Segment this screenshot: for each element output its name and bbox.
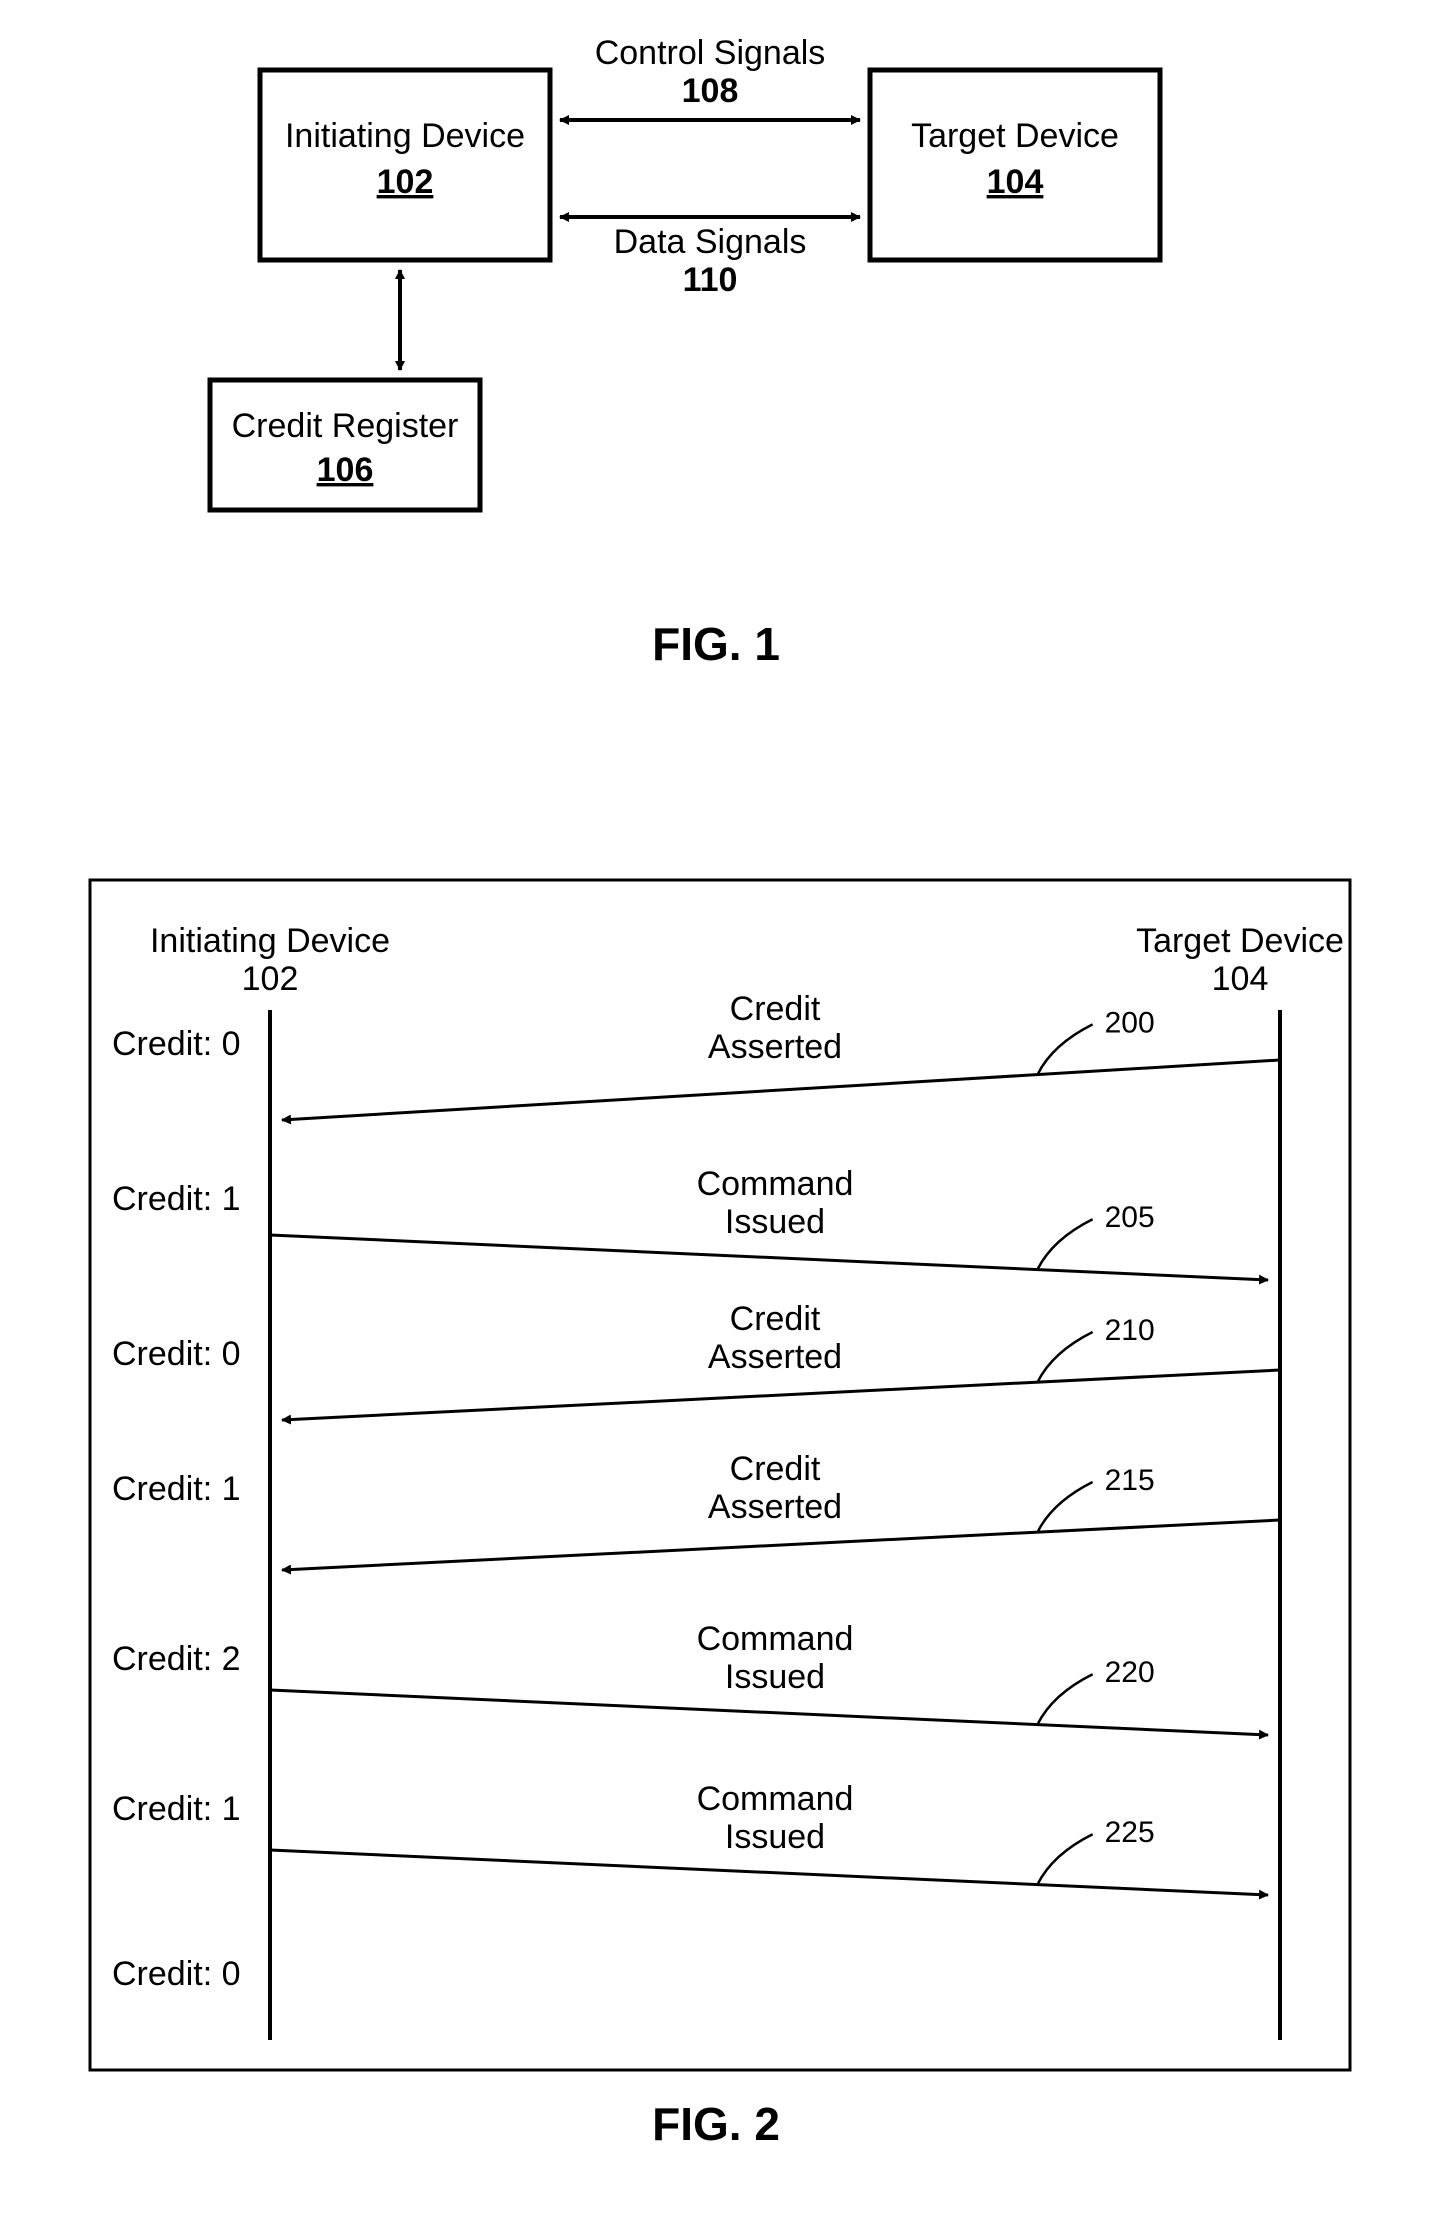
svg-text:Credit: Credit bbox=[730, 1450, 821, 1488]
credit-label-5: Credit: 1 bbox=[112, 1790, 241, 1828]
fig1-title: FIG. 1 bbox=[652, 618, 780, 670]
msg-arrow-5 bbox=[270, 1850, 1268, 1895]
svg-text:104: 104 bbox=[1212, 960, 1269, 998]
svg-text:Credit: Credit bbox=[730, 990, 821, 1028]
svg-text:108: 108 bbox=[682, 72, 739, 110]
fig2-title: FIG. 2 bbox=[652, 2098, 780, 2150]
target-device-num: 104 bbox=[987, 163, 1044, 201]
svg-text:Data Signals: Data Signals bbox=[614, 223, 807, 261]
ref-hook-4 bbox=[1038, 1674, 1093, 1724]
credit-label-2: Credit: 0 bbox=[112, 1335, 241, 1373]
svg-text:Credit: Credit bbox=[730, 1300, 821, 1338]
ref-num-5: 225 bbox=[1105, 1816, 1155, 1849]
ref-hook-1 bbox=[1038, 1219, 1093, 1269]
svg-text:110: 110 bbox=[683, 261, 738, 299]
fig2: Initiating Device102 Target Device104 Cred… bbox=[90, 880, 1350, 2150]
ref-num-1: 205 bbox=[1105, 1201, 1155, 1234]
svg-text:Command: Command bbox=[697, 1165, 854, 1203]
initiating-device-num: 102 bbox=[377, 163, 434, 201]
credit-register-box bbox=[210, 380, 480, 510]
svg-text:Issued: Issued bbox=[725, 1203, 825, 1241]
credit-label-3: Credit: 1 bbox=[112, 1470, 241, 1508]
ref-num-2: 210 bbox=[1105, 1314, 1155, 1347]
svg-text:Target Device: Target Device bbox=[1136, 922, 1344, 960]
credit-label-4: Credit: 2 bbox=[112, 1640, 241, 1678]
credit-label-1: Credit: 1 bbox=[112, 1180, 241, 1218]
svg-text:Issued: Issued bbox=[725, 1818, 825, 1856]
svg-text:Asserted: Asserted bbox=[708, 1338, 842, 1376]
svg-text:Issued: Issued bbox=[725, 1658, 825, 1696]
target-device-label: Target Device bbox=[911, 117, 1119, 155]
msg-arrow-0 bbox=[282, 1060, 1280, 1120]
msg-arrow-4 bbox=[270, 1690, 1268, 1735]
svg-text:Command: Command bbox=[697, 1620, 854, 1658]
ref-num-3: 215 bbox=[1105, 1464, 1155, 1497]
credit-register-num: 106 bbox=[317, 451, 374, 489]
diagram-svg: Initiating Device102Target Device104Cred… bbox=[0, 0, 1432, 2222]
page: Initiating Device102Target Device104Cred… bbox=[0, 0, 1432, 2222]
svg-text:Initiating Device: Initiating Device bbox=[150, 922, 390, 960]
initiating-device-label: Initiating Device bbox=[285, 117, 525, 155]
ref-hook-5 bbox=[1038, 1834, 1093, 1884]
ref-num-4: 220 bbox=[1105, 1656, 1155, 1689]
svg-text:Asserted: Asserted bbox=[708, 1028, 842, 1066]
ref-hook-2 bbox=[1038, 1332, 1093, 1382]
svg-text:Command: Command bbox=[697, 1780, 854, 1818]
svg-text:Asserted: Asserted bbox=[708, 1488, 842, 1526]
credit-register-label: Credit Register bbox=[232, 407, 459, 445]
ref-hook-3 bbox=[1038, 1482, 1093, 1532]
svg-text:102: 102 bbox=[242, 960, 299, 998]
ref-hook-0 bbox=[1038, 1024, 1093, 1074]
msg-arrow-3 bbox=[282, 1520, 1280, 1570]
ref-num-0: 200 bbox=[1105, 1006, 1155, 1039]
credit-label-0: Credit: 0 bbox=[112, 1025, 241, 1063]
msg-arrow-1 bbox=[270, 1235, 1268, 1280]
credit-label-6: Credit: 0 bbox=[112, 1955, 241, 1993]
svg-text:Control Signals: Control Signals bbox=[595, 34, 826, 72]
msg-arrow-2 bbox=[282, 1370, 1280, 1420]
fig1: Initiating Device 102 Target Device 104 Cred… bbox=[210, 34, 1160, 670]
